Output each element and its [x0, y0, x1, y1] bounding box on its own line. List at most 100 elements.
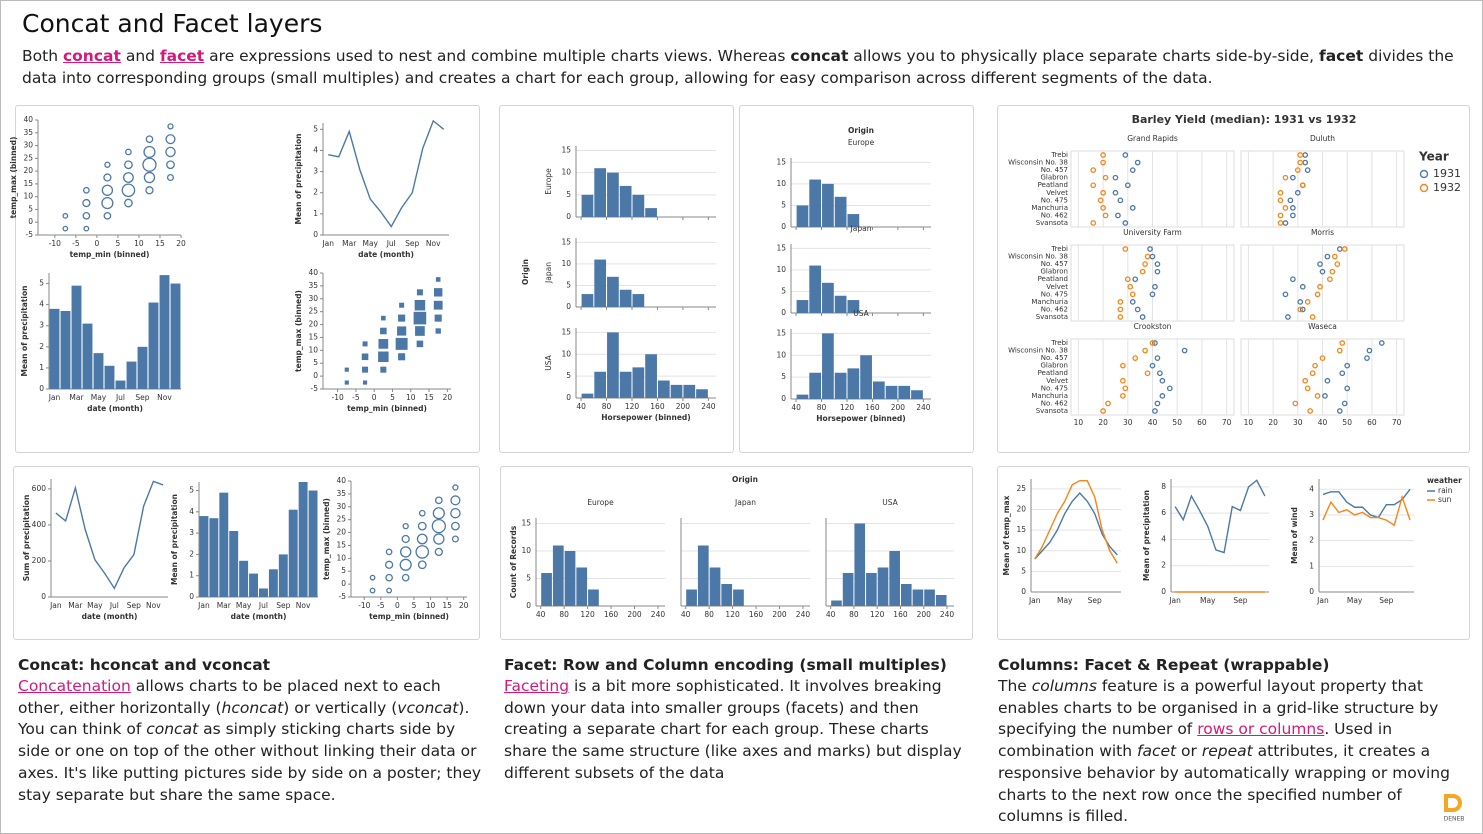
- bar: [607, 276, 619, 307]
- point: [1124, 182, 1131, 189]
- point: [385, 573, 393, 582]
- x-tick-label: Jul: [109, 601, 119, 610]
- point: [1324, 377, 1331, 384]
- x-tick-label: 30: [1293, 418, 1303, 427]
- y-tick-label: No. 457: [1041, 166, 1068, 174]
- point: [417, 560, 427, 570]
- point: [145, 135, 154, 144]
- point: [1299, 306, 1306, 313]
- point: [1307, 408, 1314, 414]
- y-tick-label: 20: [336, 528, 346, 537]
- y-tick-label: 2: [1161, 561, 1166, 570]
- bar: [607, 332, 619, 398]
- point: [362, 380, 368, 385]
- link[interactable]: Concatenation: [18, 677, 131, 695]
- y-tick-label: Manchuria: [1031, 298, 1068, 306]
- bar: [581, 393, 594, 398]
- point: [401, 573, 410, 582]
- link[interactable]: rows or columns: [1197, 720, 1325, 739]
- legend-swatch: [1419, 183, 1429, 193]
- legend-title: weather: [1427, 476, 1462, 485]
- point: [1100, 159, 1106, 166]
- point: [1097, 197, 1104, 204]
- y-tick-label: -5: [339, 592, 347, 601]
- point: [450, 507, 461, 519]
- point: [1344, 362, 1351, 369]
- point: [362, 366, 369, 373]
- y-tick-label: 15: [1016, 525, 1026, 534]
- card: [997, 466, 1470, 640]
- facet-title: Origin: [732, 475, 758, 484]
- bar: [796, 300, 809, 313]
- bar: [872, 381, 885, 399]
- y-tick-label: 10: [561, 168, 571, 177]
- x-tick-label: 80: [704, 610, 714, 619]
- point: [1304, 167, 1311, 173]
- x-tick-label: Mar: [217, 601, 232, 610]
- x-axis-title: date (month): [87, 404, 143, 413]
- y-tick-label: 0: [189, 592, 194, 601]
- y-tick-label: 0: [28, 217, 33, 226]
- point: [1152, 283, 1158, 290]
- y-tick-label: Wisconsin No. 38: [1008, 253, 1068, 261]
- point: [1290, 205, 1296, 211]
- point: [434, 496, 443, 505]
- point: [1152, 408, 1158, 414]
- bar: [229, 530, 239, 597]
- link[interactable]: facet: [159, 47, 205, 65]
- bar: [885, 385, 898, 399]
- point: [167, 123, 174, 130]
- point: [1290, 276, 1296, 283]
- y-tick-label: 0: [566, 212, 571, 221]
- point: [433, 533, 445, 545]
- x-tick-label: 160: [749, 610, 764, 619]
- facet-label: Crookston: [1134, 322, 1172, 331]
- y-tick-label: 5: [341, 566, 346, 575]
- y-tick-label: 8: [1161, 482, 1166, 491]
- x-tick-label: 80: [849, 610, 859, 619]
- x-tick-label: 70: [1222, 418, 1232, 427]
- bar: [249, 573, 259, 597]
- x-tick-label: Sep: [276, 601, 290, 610]
- x-tick-label: 60: [1367, 418, 1377, 427]
- point: [380, 327, 387, 335]
- point: [1299, 182, 1306, 189]
- link[interactable]: Faceting: [504, 677, 570, 695]
- bar: [854, 523, 866, 606]
- point: [1166, 385, 1173, 392]
- bar: [581, 294, 594, 307]
- point: [1117, 299, 1124, 305]
- legend-label: sun: [1438, 495, 1452, 504]
- y-tick-label: 15: [776, 328, 786, 337]
- y-tick-label: 400: [32, 520, 47, 529]
- point: [1297, 306, 1304, 313]
- x-tick-label: 200: [891, 403, 906, 412]
- x-tick-label: Jan: [49, 601, 62, 610]
- point: [1149, 340, 1156, 346]
- point: [1117, 197, 1124, 204]
- point: [1339, 340, 1346, 346]
- bar: [847, 368, 860, 399]
- bar: [697, 545, 709, 606]
- point: [1152, 340, 1158, 346]
- x-tick-label: 15: [155, 239, 165, 248]
- bar: [831, 600, 842, 606]
- point: [1366, 347, 1373, 354]
- y-tick-label: 5: [781, 200, 786, 209]
- bar: [889, 551, 900, 606]
- point: [398, 314, 406, 322]
- point: [1304, 299, 1311, 305]
- x-tick-label: 40: [1148, 418, 1158, 427]
- point: [103, 211, 112, 220]
- bar: [619, 289, 632, 307]
- point: [122, 172, 134, 183]
- x-axis-title: date (month): [358, 250, 414, 259]
- x-tick-label: Mar: [69, 393, 84, 402]
- y-tick-label: 30: [308, 294, 318, 303]
- link[interactable]: concat: [62, 47, 121, 65]
- point: [451, 535, 459, 543]
- y-tick-label: 15: [336, 540, 346, 549]
- point: [416, 289, 423, 296]
- bar: [709, 567, 721, 606]
